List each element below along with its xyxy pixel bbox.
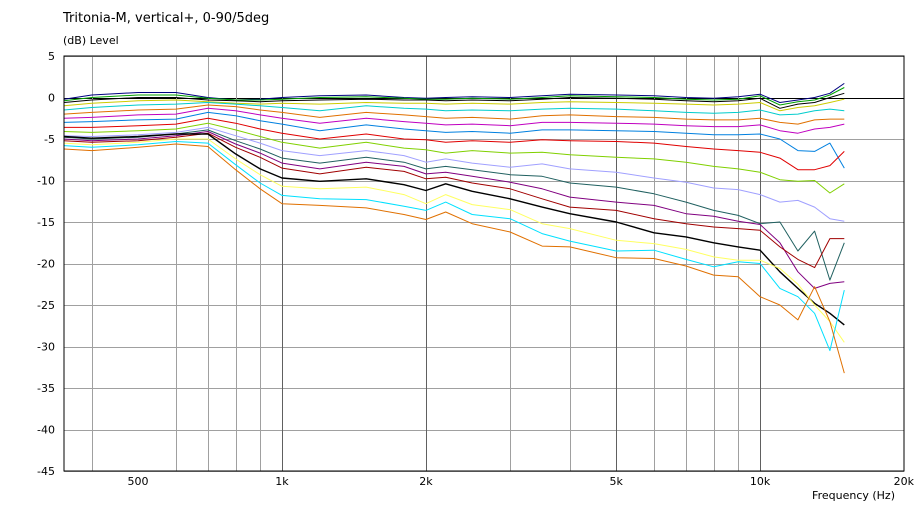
- x-axis-label: Frequency (Hz): [812, 489, 895, 502]
- series-line-10deg: [63, 92, 845, 109]
- y-tick-labels: 5 0 -5 -10 -15 -20 -25 -30 -35 -40 -45: [37, 50, 55, 478]
- y-tick-label: -25: [37, 299, 55, 312]
- y-tick-label: -15: [37, 216, 55, 229]
- series-line-30deg: [63, 107, 845, 134]
- series-line-60deg: [63, 131, 845, 289]
- series-line-70deg: [63, 133, 845, 326]
- x-tick-label: 20k: [894, 475, 915, 488]
- y-tick-label: -40: [37, 424, 55, 437]
- y-tick-label: 5: [48, 50, 55, 63]
- x-tick-label: 10k: [750, 475, 771, 488]
- plot-area: [64, 56, 904, 471]
- y-tick-label: -45: [37, 465, 55, 478]
- y-tick-label: -20: [37, 258, 55, 271]
- y-tick-label: -10: [37, 175, 55, 188]
- series-line-65deg: [63, 132, 845, 269]
- series-line-45deg: [63, 122, 845, 194]
- plot-frame: [63, 55, 905, 472]
- series-line-85deg: [63, 143, 845, 374]
- y-tick-label: -30: [37, 341, 55, 354]
- series-line-35deg: [63, 111, 845, 169]
- x-tick-label: 5k: [609, 475, 623, 488]
- y-tick-label: -35: [37, 382, 55, 395]
- y-axis-label: (dB) Level: [63, 34, 119, 47]
- series-line-50deg: [63, 126, 845, 222]
- series-line-40deg: [64, 117, 845, 171]
- chart-title: Tritonia-M, vertical+, 0-90/5deg: [62, 11, 269, 26]
- x-tick-label: 500: [128, 475, 149, 488]
- series-line-20deg: [63, 102, 845, 116]
- x-tick-label: 1k: [275, 475, 289, 488]
- x-tick-labels: 500 1k 2k 5k 10k 20k: [128, 475, 915, 488]
- series-line-25deg: [63, 104, 845, 125]
- series-line-75deg: [63, 138, 845, 343]
- series-lines: [63, 82, 845, 374]
- x-tick-label: 2k: [419, 475, 433, 488]
- y-tick-label: 0: [48, 92, 55, 105]
- series-line-15deg: [63, 98, 845, 112]
- series-line-55deg: [63, 129, 845, 281]
- y-tick-label: -5: [44, 133, 55, 146]
- series-line-5deg: [63, 87, 845, 106]
- series-line-80deg: [63, 141, 845, 352]
